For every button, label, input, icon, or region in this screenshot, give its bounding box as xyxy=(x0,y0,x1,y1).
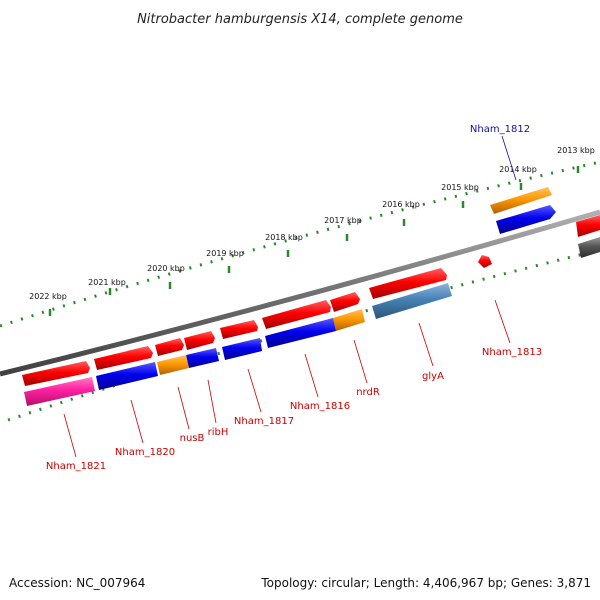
gene-arrow[interactable] xyxy=(490,187,552,214)
scale-labels: 2022 kbp 2021 kbp 2020 kbp 2019 kbp 2018… xyxy=(29,146,595,301)
kbp-label: 2022 kbp xyxy=(29,292,67,301)
outer-major-ticks xyxy=(48,166,580,316)
inner-scale-track xyxy=(7,248,600,422)
kbp-label: 2014 kbp xyxy=(499,165,537,174)
gene-label[interactable]: Nham_1820 xyxy=(115,447,175,458)
gene-arrow[interactable] xyxy=(496,205,556,234)
gene-arrow[interactable] xyxy=(478,255,492,268)
genome-backbone xyxy=(0,209,600,377)
kbp-label: 2018 kbp xyxy=(265,233,303,242)
gene-label[interactable]: nusB xyxy=(180,433,205,444)
gene-label[interactable]: ribH xyxy=(208,427,229,438)
gene-arrow[interactable] xyxy=(369,268,447,299)
gene-arrow[interactable] xyxy=(265,318,336,348)
gene-arrow[interactable] xyxy=(24,377,95,406)
kbp-label: 2016 kbp xyxy=(382,200,420,209)
gene-arrow[interactable] xyxy=(576,215,600,237)
gene-arrow[interactable] xyxy=(333,309,365,331)
gene-label[interactable]: Nham_1821 xyxy=(46,461,106,472)
gene-arrow[interactable] xyxy=(155,338,184,356)
kbp-label: 2019 kbp xyxy=(206,249,244,258)
gene-arrow[interactable] xyxy=(184,331,215,350)
gene-label[interactable]: glyA xyxy=(422,371,444,382)
gene-labels: Nham_1812 Nham_1813 glyA nrdR Nham_1816 … xyxy=(46,124,542,472)
gene-arrow[interactable] xyxy=(222,338,262,360)
gene-arrow[interactable] xyxy=(96,362,158,390)
kbp-label: 2020 kbp xyxy=(147,264,185,273)
gene-arrow[interactable] xyxy=(262,300,331,329)
forward-genes xyxy=(22,187,600,386)
outer-scale-track xyxy=(0,160,600,328)
gene-arrow[interactable] xyxy=(186,348,219,368)
gene-label[interactable]: Nham_1813 xyxy=(482,347,542,358)
genome-summary-text: Topology: circular; Length: 4,406,967 bp… xyxy=(260,576,591,590)
map-title: Nitrobacter hamburgensis X14, complete g… xyxy=(137,12,463,27)
gene-arrow[interactable] xyxy=(330,292,360,312)
reverse-genes xyxy=(24,205,600,406)
gene-arrow[interactable] xyxy=(372,283,452,319)
gene-arrow[interactable] xyxy=(157,355,189,375)
gene-arrow[interactable] xyxy=(578,237,600,258)
kbp-label: 2015 kbp xyxy=(441,183,479,192)
gene-label[interactable]: nrdR xyxy=(356,387,380,398)
gene-arrow[interactable] xyxy=(94,346,153,370)
gene-label[interactable]: Nham_1812 xyxy=(470,124,530,135)
accession-text: Accession: NC_007964 xyxy=(9,576,145,590)
gene-label[interactable]: Nham_1817 xyxy=(234,416,294,427)
kbp-label: 2017 kbp xyxy=(324,216,362,225)
gene-arrow[interactable] xyxy=(22,361,90,386)
kbp-label: 2021 kbp xyxy=(88,278,126,287)
gene-label[interactable]: Nham_1816 xyxy=(290,401,350,412)
label-leader-lines xyxy=(63,135,517,458)
gene-arrow[interactable] xyxy=(220,320,258,339)
kbp-label: 2013 kbp xyxy=(557,146,595,155)
